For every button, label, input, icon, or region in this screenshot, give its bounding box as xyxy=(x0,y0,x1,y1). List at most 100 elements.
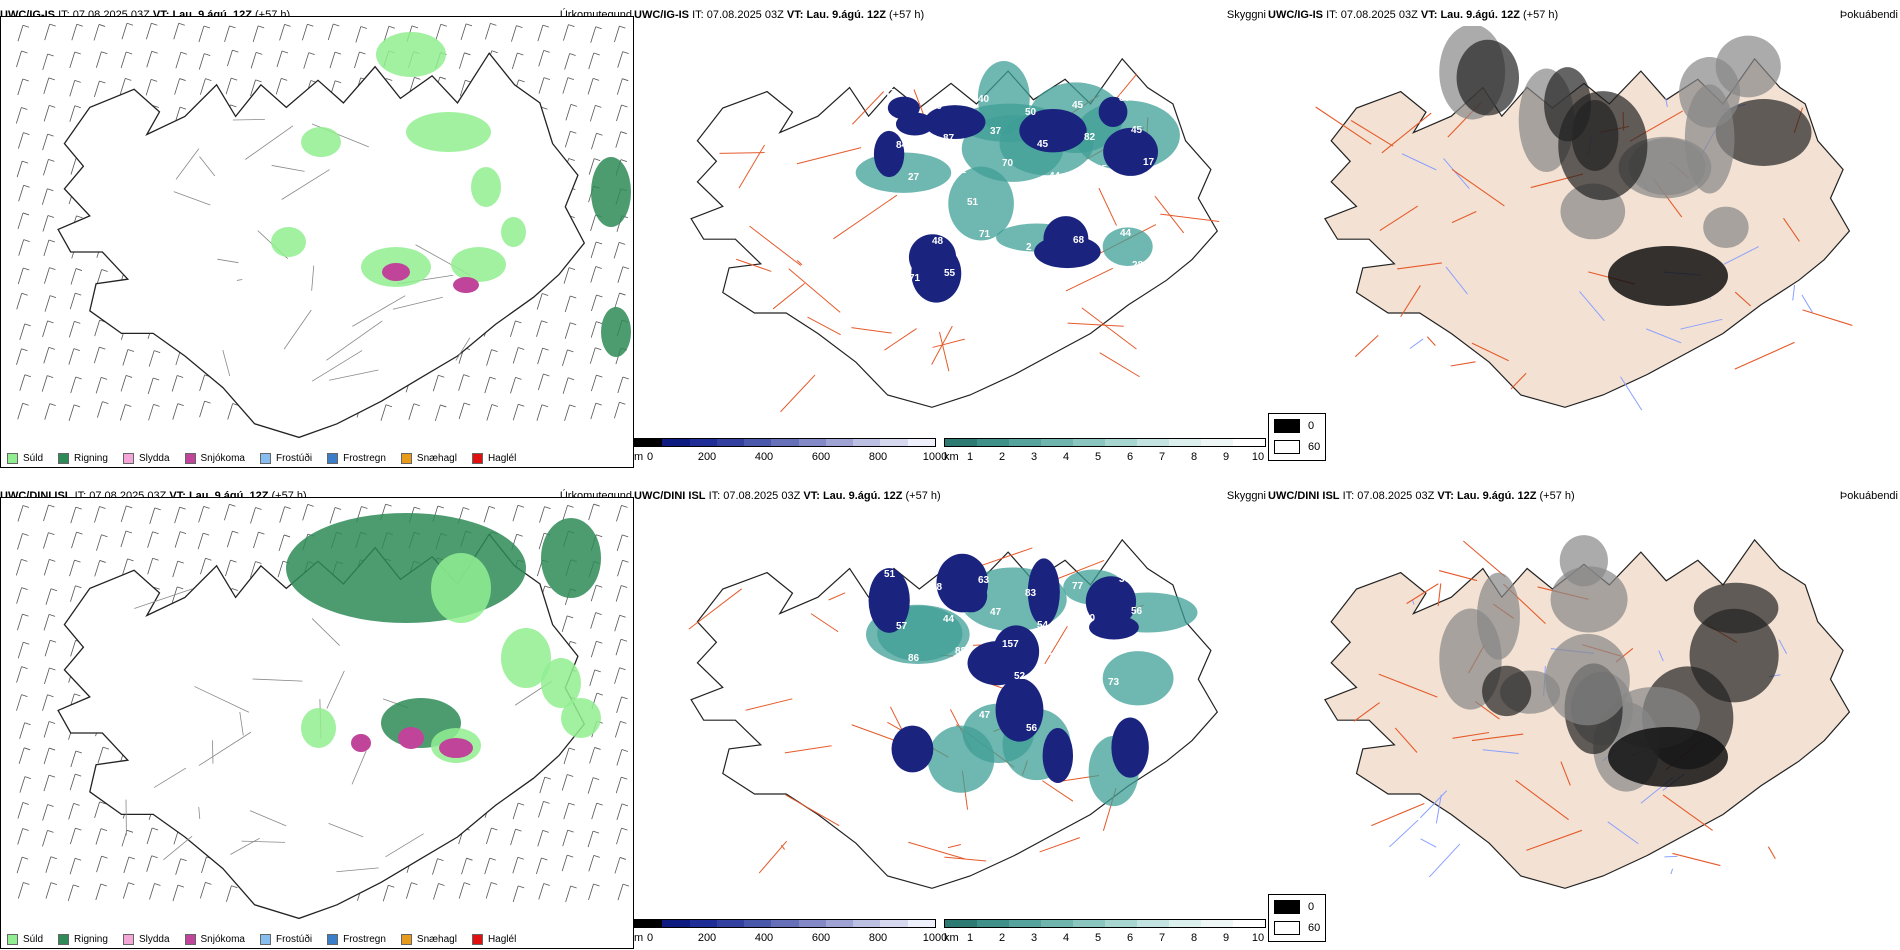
fog-legend-swatch xyxy=(1274,419,1300,433)
legend-label: Frostúði xyxy=(275,934,313,945)
strip-cell xyxy=(977,920,1009,927)
visibility-area xyxy=(948,166,1014,241)
cloudbase-tick: 1000 xyxy=(922,932,948,944)
strip-cell xyxy=(662,439,690,446)
vt-label: VT: xyxy=(1437,490,1454,502)
legend-item: Slydda xyxy=(122,453,170,464)
it-label: IT: xyxy=(58,9,70,21)
legend-item: Snjókoma xyxy=(184,453,245,464)
it-label: IT: xyxy=(708,490,721,502)
cloud-base-label: 45 xyxy=(1131,125,1143,136)
fog-area xyxy=(1684,84,1735,194)
cloud-base-label: 73 xyxy=(1120,709,1132,720)
precip-map[interactable]: Súld Rigning Slydda Snjókoma Frostúði Frostre… xyxy=(0,497,634,949)
cloudbase-strip xyxy=(634,919,936,928)
fog-legend-row: 0 xyxy=(1274,419,1314,433)
legend-item: Rigning xyxy=(58,934,108,945)
cloud-base-label: 55 xyxy=(944,268,956,279)
cloud-area xyxy=(891,725,934,773)
fog-legend-swatch xyxy=(1274,440,1300,454)
cloud-base-label: 40 xyxy=(978,94,990,105)
legend-item: Frostúði xyxy=(259,934,313,945)
fog-legend-label: 60 xyxy=(1308,441,1321,453)
roads xyxy=(173,119,471,382)
legend-label: Frostúði xyxy=(275,453,313,464)
strip-cell xyxy=(1201,920,1233,927)
cloud-title: Skyggni xyxy=(1226,9,1266,21)
precip-legend: Súld Rigning Slydda Snjókoma Frostúði Frostre… xyxy=(7,453,516,464)
it-value: 07.08.2025 03Z xyxy=(1340,9,1418,21)
fog-area xyxy=(1482,665,1532,717)
fog-area xyxy=(1689,608,1779,703)
fog-area xyxy=(1608,246,1728,306)
precip-map[interactable]: Súld Rigning Slydda Snjókoma Frostúði Frostre… xyxy=(0,16,634,468)
lead-time: (+57 h) xyxy=(905,490,941,502)
visibility-tick: 7 xyxy=(1158,932,1166,944)
cloud-base-label: 177 xyxy=(1014,190,1031,201)
cloudbase-tick: 800 xyxy=(868,451,888,463)
it-label: IT: xyxy=(1342,490,1355,502)
cloud-base-label: 61 xyxy=(885,690,897,701)
visibility-tick: 9 xyxy=(1222,932,1230,944)
panel-header: UWC/IG-IS IT: 07.08.2025 03Z VT: Lau. 9.… xyxy=(1268,8,1558,22)
legend-swatch xyxy=(400,453,412,464)
cloud-base-label: 51 xyxy=(884,569,896,580)
fog-title: Þokuábendi xyxy=(1839,490,1898,502)
cloud-area xyxy=(993,625,1040,678)
strip-cell xyxy=(880,920,908,927)
cloud-base-label: 51 xyxy=(967,197,979,208)
legend-label: Snjókoma xyxy=(200,453,245,464)
visibility-strip xyxy=(944,438,1266,447)
strip-cell xyxy=(662,920,690,927)
vt-value: Lau. 9.ágú. 12Z xyxy=(1456,490,1537,502)
fog-map-svg xyxy=(1315,26,1853,411)
legend-swatch xyxy=(400,934,412,945)
cloud-base-label: 50 xyxy=(1143,638,1155,649)
visibility-colorbar: km 1 2 3 4 5 6 7 8 9 10 xyxy=(944,919,1266,949)
cloud-visibility-panel: UWC/IG-IS IT: 07.08.2025 03Z VT: Lau. 9.… xyxy=(634,8,1268,468)
precip-area xyxy=(301,127,341,157)
strip-cell xyxy=(798,920,826,927)
legend-swatch xyxy=(327,934,339,945)
strip-cell xyxy=(977,439,1009,446)
cloud-area xyxy=(1085,576,1137,627)
strip-cell xyxy=(744,439,772,446)
strip-cell xyxy=(1169,439,1201,446)
legend-swatch xyxy=(259,453,271,464)
legend-item: Frostregn xyxy=(327,934,386,945)
coastline xyxy=(57,52,586,439)
legend-item: Slydda xyxy=(122,934,170,945)
visibility-unit: km xyxy=(944,451,959,463)
fog-area xyxy=(1456,39,1520,116)
panel-header: UWC/DINI ISL IT: 07.08.2025 03Z VT: Lau.… xyxy=(634,489,941,503)
cloud-area xyxy=(1111,717,1149,778)
precip-area xyxy=(376,32,446,77)
visibility-tick: 10 xyxy=(1251,451,1265,463)
cloud-base-label: 77 xyxy=(1072,581,1084,592)
vt-value: Lau. 9.ágú. 12Z xyxy=(1440,9,1520,21)
cloud-area xyxy=(1103,127,1159,176)
legend-item: Súld xyxy=(7,934,43,945)
strip-cell xyxy=(825,439,854,446)
visibility-tick: 6 xyxy=(1126,932,1134,944)
cloud-base-label: 37 xyxy=(990,126,1002,137)
snow-area xyxy=(453,277,479,293)
cloudbase-colorbar: m 0 200 400 600 800 1000 xyxy=(634,438,947,468)
strip-cell xyxy=(825,920,854,927)
legend-label: Frostregn xyxy=(343,453,386,464)
precip-area xyxy=(501,217,526,247)
roads xyxy=(1353,540,1776,867)
cloud-base-label: 45 xyxy=(1037,139,1049,150)
cloud-area xyxy=(1043,216,1089,262)
cloud-base-label: 63 xyxy=(978,575,990,586)
cloud-base-label: 56 xyxy=(1026,723,1038,734)
fog-legend-row: 0 xyxy=(1274,900,1314,914)
cloud-base-label: 71 xyxy=(979,229,991,240)
vt-value: Lau. 9.ágú. 12Z xyxy=(822,490,903,502)
legend-label: Snæhagl xyxy=(416,934,457,945)
legend-swatch xyxy=(327,453,339,464)
visibility-tick: 2 xyxy=(998,932,1006,944)
cloud-base-label: 56 xyxy=(1131,606,1143,617)
legend-label: Rigning xyxy=(74,453,108,464)
cloud-base-label: 42 xyxy=(991,261,1003,272)
